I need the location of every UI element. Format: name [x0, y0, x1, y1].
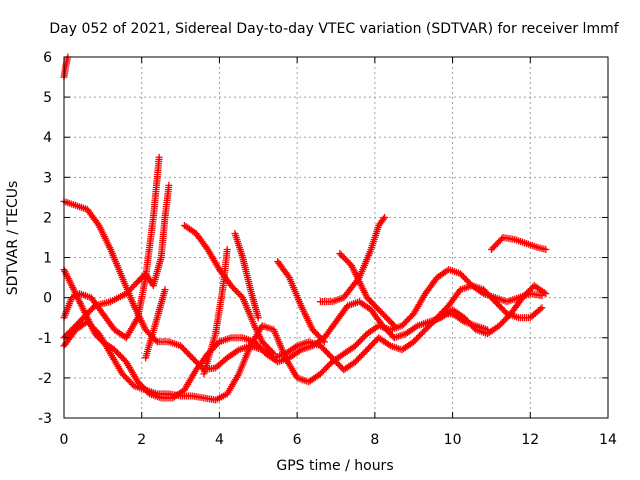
data-point [498, 235, 506, 243]
series-10 [231, 229, 262, 322]
series-6 [60, 181, 173, 342]
x-tick-label: 8 [370, 432, 379, 448]
series-15 [487, 234, 550, 254]
data-point [381, 213, 389, 221]
data-point [152, 336, 160, 344]
data-point [538, 292, 546, 300]
data-point [291, 343, 299, 351]
series-11 [274, 258, 328, 346]
series-1 [60, 53, 72, 81]
x-tick-label: 0 [60, 432, 69, 448]
x-axis-label: GPS time / hours [276, 458, 393, 474]
data-point [233, 347, 241, 355]
y-tick-label: -1 [38, 331, 52, 347]
y-tick-label: 4 [43, 130, 52, 146]
series-12 [316, 213, 389, 306]
y-tick-label: 2 [43, 210, 52, 226]
data-point [478, 289, 486, 297]
data-point [439, 311, 447, 319]
series-5 [60, 153, 163, 342]
x-tick-label: 4 [215, 432, 224, 448]
x-tick-label: 12 [521, 432, 539, 448]
y-axis-ticks: -3 -2 -1 0 1 2 3 4 5 6 [38, 50, 608, 427]
x-tick-label: 2 [137, 432, 146, 448]
data-point [542, 290, 550, 298]
data-point [254, 314, 262, 322]
y-tick-label: 0 [43, 291, 52, 307]
data-point [165, 181, 173, 189]
data-point [319, 336, 327, 344]
data-point [484, 326, 492, 334]
data-point [237, 292, 245, 300]
chart-title: Day 052 of 2021, Sidereal Day-to-day VTE… [49, 21, 619, 37]
series-8 [180, 221, 278, 358]
data-point [379, 215, 387, 223]
data-point [155, 153, 163, 161]
data-point [161, 286, 169, 294]
data-point [270, 350, 278, 358]
data-point [223, 246, 231, 254]
y-tick-label: 6 [43, 50, 52, 66]
data-point [268, 348, 276, 356]
plot-frame [63, 56, 609, 419]
data-point [542, 246, 550, 254]
series-14 [429, 310, 492, 334]
data-point [385, 341, 393, 349]
data-point [284, 272, 292, 280]
y-axis-label: SDTVAR / TECUs [5, 181, 21, 296]
series-9 [200, 246, 231, 378]
data-point [389, 320, 397, 328]
series-13 [336, 250, 398, 330]
data-point [536, 305, 544, 313]
x-tick-label: 10 [444, 432, 462, 448]
y-tick-label: 3 [43, 170, 52, 186]
x-tick-label: 14 [599, 432, 617, 448]
y-tick-label: 1 [43, 251, 52, 267]
data-point [538, 304, 546, 312]
data-point [390, 322, 398, 330]
x-tick-label: 6 [293, 432, 302, 448]
y-tick-label: 5 [43, 90, 52, 106]
series-7 [142, 286, 169, 362]
data-point [412, 323, 420, 331]
data-point [459, 317, 467, 325]
y-tick-label: -3 [38, 411, 52, 427]
data-point [295, 347, 303, 355]
data-point [320, 338, 328, 346]
x-axis-ticks: 0 2 4 6 8 10 12 14 [60, 57, 617, 448]
y-tick-label: -2 [38, 371, 52, 387]
data-points [60, 53, 550, 404]
